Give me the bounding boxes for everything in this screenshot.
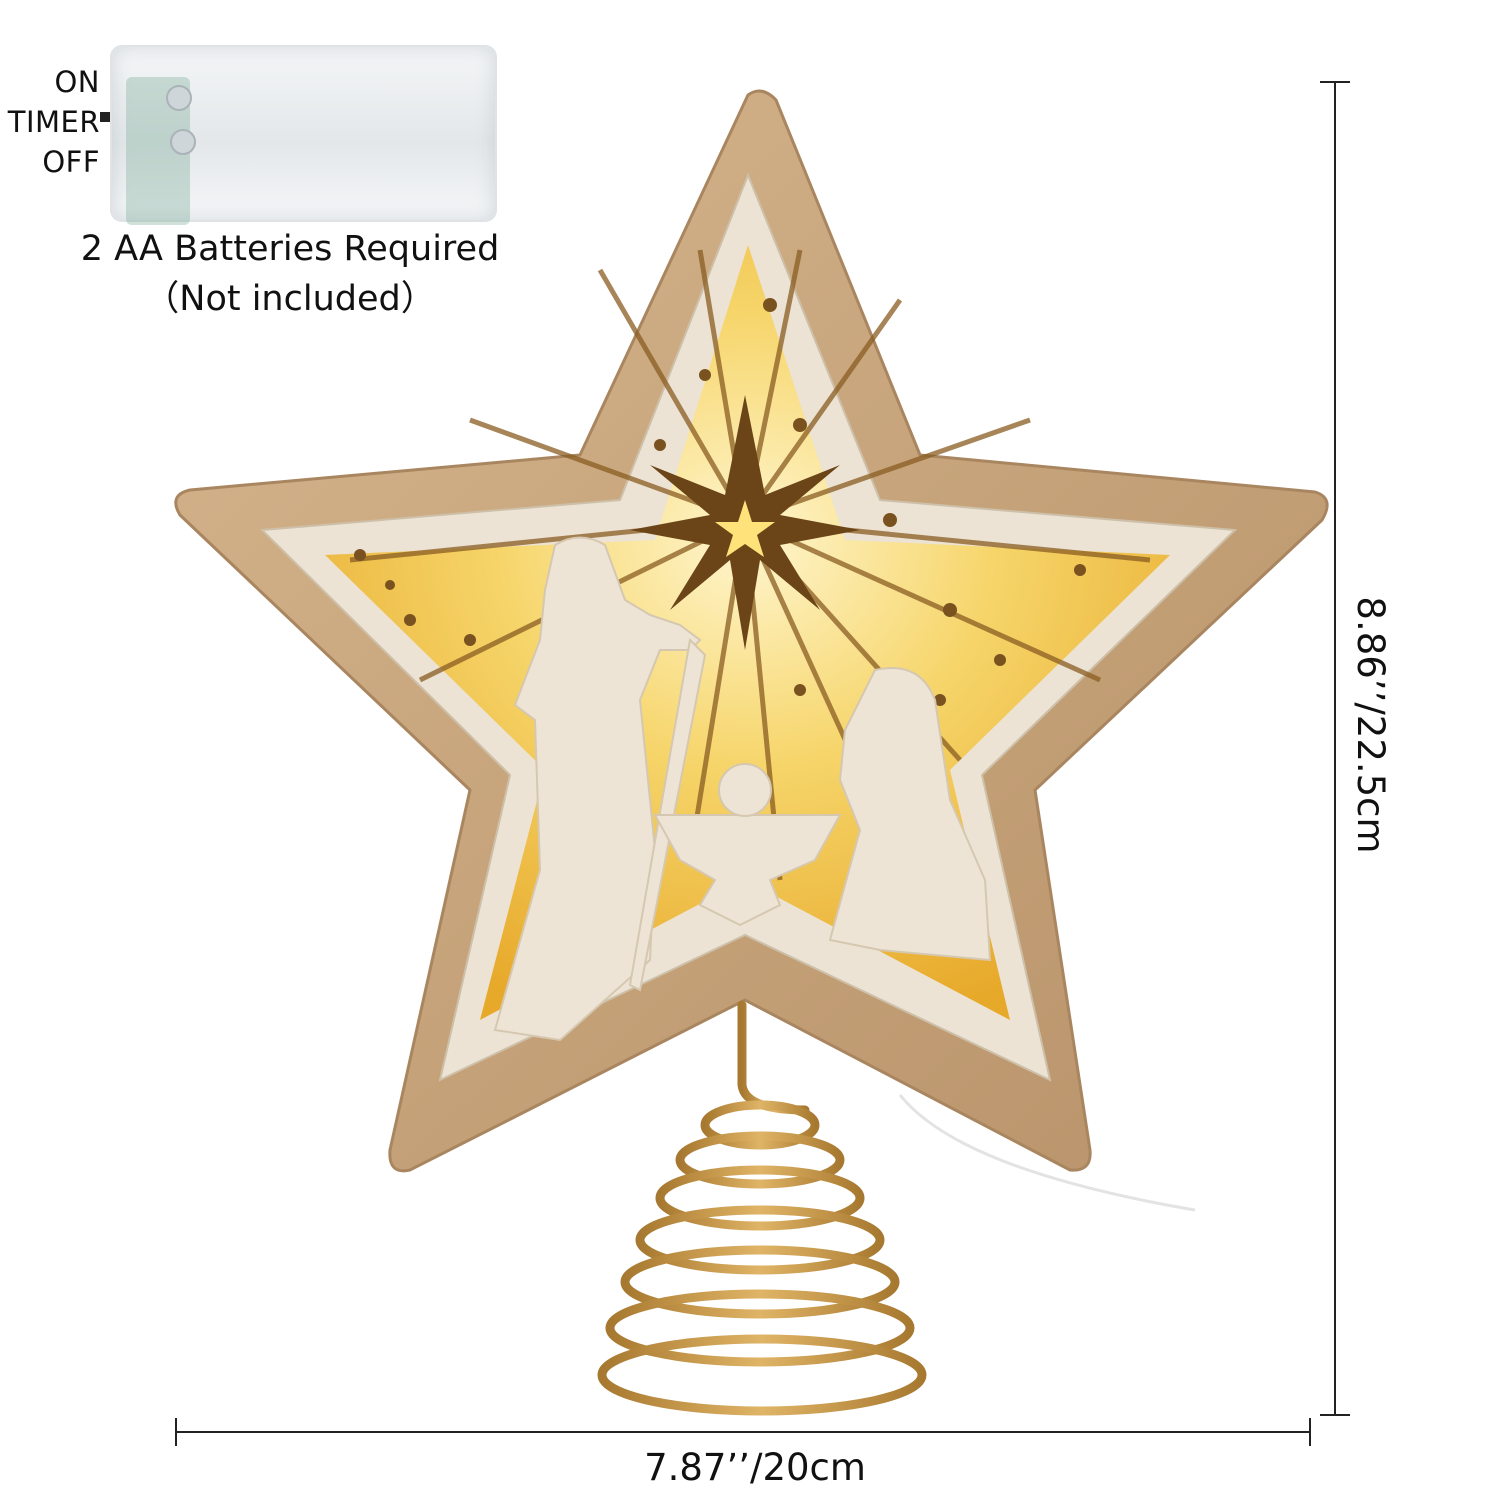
- small-stars: [354, 298, 1086, 706]
- battery-not-included-text: （Not included）: [144, 279, 436, 319]
- switch-label-on: ON: [54, 65, 100, 99]
- battery-box: [110, 45, 497, 225]
- width-dimension-line: [175, 1418, 1311, 1446]
- battery-caption: 2 AA Batteries Required （Not included）: [60, 224, 520, 324]
- switch-mode-labels: ON TIMER OFF: [0, 62, 100, 182]
- nativity-scene: [493, 536, 992, 1042]
- switch-label-timer: TIMER: [7, 105, 100, 139]
- switch-label-off: OFF: [42, 145, 100, 179]
- switch-pointer: [100, 112, 110, 122]
- power-cable: [898, 1094, 1196, 1212]
- spiral-base: [597, 1000, 927, 1416]
- height-dimension-line: [1320, 81, 1350, 1416]
- height-dimension-label: 8.86’’/22.5cm: [1349, 596, 1392, 854]
- switch-knob: [166, 85, 192, 111]
- width-dimension-label: 7.87’’/20cm: [644, 1446, 866, 1489]
- battery-requirement-text: 2 AA Batteries Required: [80, 229, 500, 269]
- timer-button: [170, 129, 196, 155]
